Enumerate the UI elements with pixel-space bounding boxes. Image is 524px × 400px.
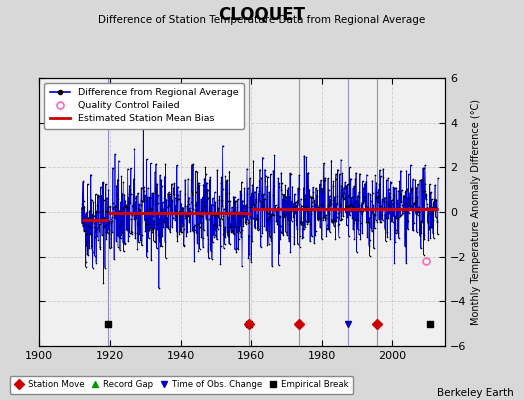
Text: Difference of Station Temperature Data from Regional Average: Difference of Station Temperature Data f… <box>99 15 425 25</box>
Legend: Station Move, Record Gap, Time of Obs. Change, Empirical Break: Station Move, Record Gap, Time of Obs. C… <box>9 376 353 394</box>
Legend: Difference from Regional Average, Quality Control Failed, Estimated Station Mean: Difference from Regional Average, Qualit… <box>44 83 244 129</box>
Y-axis label: Monthly Temperature Anomaly Difference (°C): Monthly Temperature Anomaly Difference (… <box>471 99 481 325</box>
Text: CLOQUET: CLOQUET <box>219 6 305 24</box>
Text: Berkeley Earth: Berkeley Earth <box>437 388 514 398</box>
